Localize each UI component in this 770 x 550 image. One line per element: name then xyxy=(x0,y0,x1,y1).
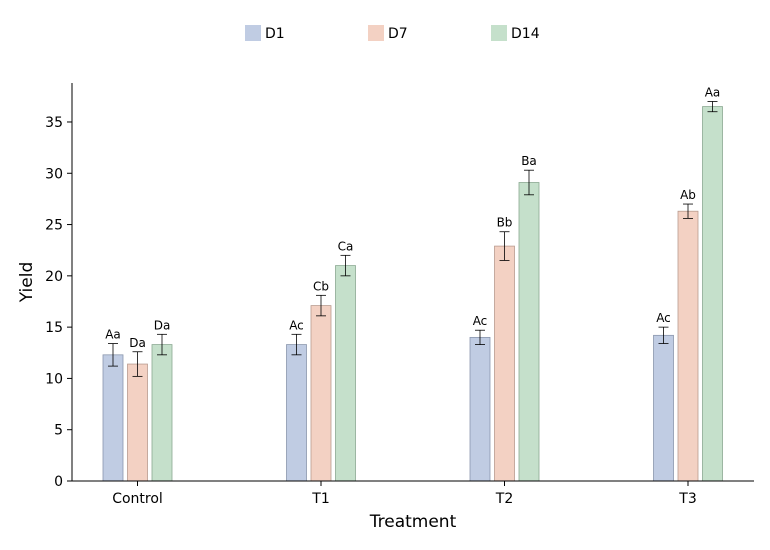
bar-significance-label: Ac xyxy=(656,311,671,325)
error-bar xyxy=(340,254,351,277)
bar-d14-t2 xyxy=(518,182,540,482)
bar-significance-label: Ab xyxy=(680,188,696,202)
x-tick-label: Control xyxy=(112,491,163,507)
bar-significance-label: Aa xyxy=(105,328,121,342)
legend-label: D7 xyxy=(388,26,408,42)
x-tick-label: T3 xyxy=(678,491,696,507)
bar-d7-t2 xyxy=(494,245,515,482)
bar-significance-label: Bb xyxy=(497,216,513,230)
error-bar xyxy=(524,169,534,196)
x-axis-title: Treatment xyxy=(369,512,457,532)
bar-significance-label: Cb xyxy=(313,279,329,293)
bar-d14-t1 xyxy=(335,265,356,482)
bars: Aa Ac Ac Ac Da Cb Bb Ab Da Ca Ba Aa xyxy=(102,85,723,482)
y-ticks: 0 5 10 15 20 25 30 35 xyxy=(45,115,72,490)
error-bar xyxy=(658,326,669,344)
y-axis-title: Yield xyxy=(17,262,37,303)
y-tick-label: 10 xyxy=(45,371,63,387)
bar-d7-t1 xyxy=(310,305,332,482)
error-bar xyxy=(157,333,167,356)
y-tick-label: 0 xyxy=(54,474,63,490)
y-tick-label: 25 xyxy=(45,218,63,234)
legend-swatch xyxy=(491,25,507,41)
error-bar xyxy=(683,203,693,219)
x-tick-label: T1 xyxy=(311,491,329,507)
y-tick-label: 30 xyxy=(45,166,63,182)
y-tick-label: 20 xyxy=(45,269,63,285)
axes xyxy=(71,83,754,482)
legend-label: D1 xyxy=(265,26,285,42)
bar-significance-label: Ba xyxy=(521,154,537,168)
bar-d7-control xyxy=(127,363,148,482)
y-tick-label: 35 xyxy=(45,115,63,131)
bar-significance-label: Ca xyxy=(338,239,354,253)
legend-item-d1: D1 xyxy=(245,25,285,42)
error-bar xyxy=(108,343,118,367)
bar-significance-label: Aa xyxy=(705,85,721,99)
bar-d14-control xyxy=(151,344,173,482)
error-bar xyxy=(291,333,302,356)
legend-item-d14: D14 xyxy=(491,25,540,42)
legend-swatch xyxy=(368,25,384,41)
error-bar xyxy=(707,101,718,113)
bar-d14-t3 xyxy=(702,106,723,482)
bar-d1-t2 xyxy=(469,336,491,482)
bar-significance-label: Ac xyxy=(289,318,304,332)
legend-swatch xyxy=(245,25,261,41)
bar-d1-t3 xyxy=(653,334,674,482)
error-bar xyxy=(132,351,143,377)
x-tick-label: T2 xyxy=(495,491,513,507)
bar-significance-label: Da xyxy=(154,318,171,332)
bar-d1-t1 xyxy=(286,344,307,482)
bar-d1-control xyxy=(102,354,124,482)
legend-label: D14 xyxy=(511,26,540,42)
legend-item-d7: D7 xyxy=(368,25,408,42)
error-bar xyxy=(475,329,485,345)
error-bar xyxy=(499,231,510,261)
bar-d7-t3 xyxy=(677,210,699,482)
legend: D1 D7 D14 xyxy=(245,25,540,42)
x-ticks: Control T1 T2 T3 xyxy=(112,481,697,507)
y-tick-label: 5 xyxy=(54,423,63,439)
bar-significance-label: Ac xyxy=(473,314,488,328)
error-bar xyxy=(316,294,326,317)
y-tick-label: 15 xyxy=(45,320,63,336)
bar-significance-label: Da xyxy=(129,336,146,350)
